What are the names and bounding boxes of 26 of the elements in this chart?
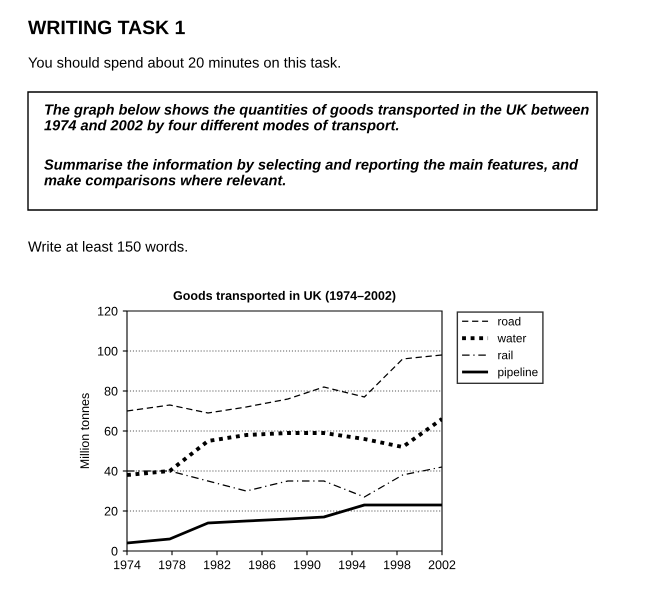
y-tick-label: 20 [104,506,118,516]
y-tick-label: 100 [98,346,118,356]
x-tick-label: 1974 [114,560,141,570]
x-tick-label: 1978 [159,560,186,570]
y-axis-title: Million tonnes [80,393,90,468]
text: Summarise the information by selecting and reporting the main features, and make comparisons where relevant. [44,159,578,188]
y-tick-label: 60 [104,426,118,436]
chart-title: Goods transported in UK (1974–2002) [174,290,396,302]
legend-label: water [497,334,526,342]
y-tick-label: 40 [104,466,118,476]
text: Write at least 150 words. [28,241,187,252]
x-tick-label: 1986 [249,560,276,570]
y-tick-label: 0 [112,546,118,556]
x-tick-label: 1990 [294,560,320,570]
text: WRITING TASK 1 [28,20,185,34]
y-tick-label: 80 [104,386,118,396]
legend-label: pipeline [498,368,538,379]
legend-label: road [498,316,520,326]
y-tick-label: 120 [98,306,118,316]
text: The graph below shows the quantities of goods transported in the UK between 1974 and 2002 by four different modes of transport. [44,104,589,134]
x-tick-label: 2002 [428,560,456,570]
x-tick-label: 1994 [339,560,366,570]
x-tick-label: 1982 [204,560,230,570]
x-tick-label: 1998 [384,560,410,570]
legend-label: rail [498,350,512,360]
text: You should spend about 20 minutes on this task. [28,57,340,71]
